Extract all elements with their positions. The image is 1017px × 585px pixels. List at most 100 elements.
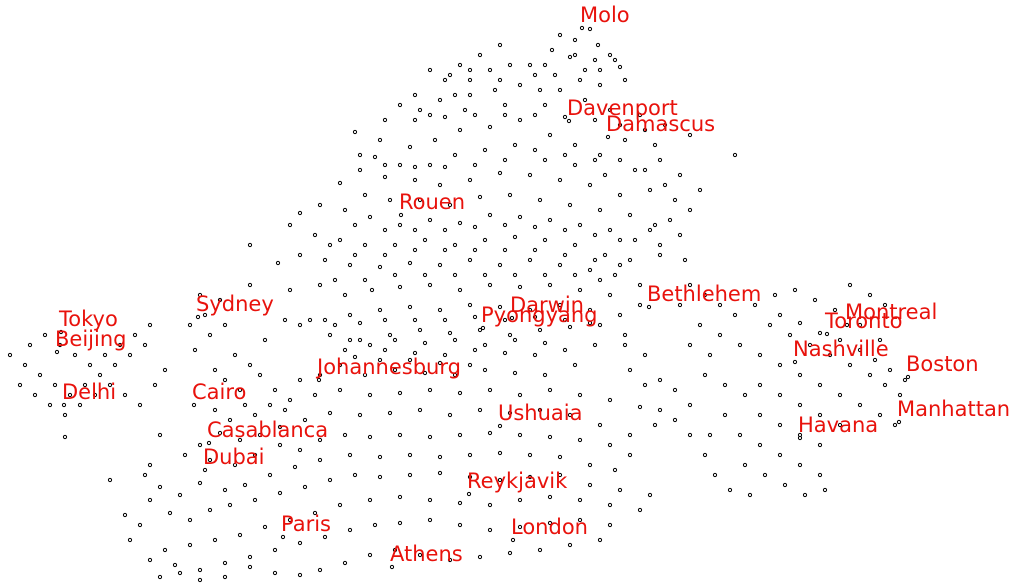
scatter-point: [407, 144, 413, 150]
scatter-point: [467, 302, 473, 308]
labeled-point: [191, 402, 197, 408]
scatter-point: [337, 362, 343, 368]
scatter-point: [477, 554, 483, 560]
scatter-point: [527, 307, 533, 313]
scatter-point: [227, 502, 233, 508]
scatter-point: [617, 487, 623, 493]
labeled-point: [792, 359, 798, 365]
scatter-point: [437, 454, 443, 460]
scatter-point: [427, 162, 433, 168]
scatter-point: [407, 357, 413, 363]
scatter-point: [187, 322, 193, 328]
scatter-point: [437, 97, 443, 103]
scatter-point: [297, 540, 303, 546]
scatter-point: [162, 547, 168, 553]
scatter-point: [242, 482, 248, 488]
scatter-point: [537, 407, 543, 413]
scatter-point: [387, 197, 393, 203]
scatter-point: [527, 172, 533, 178]
scatter-point: [607, 397, 613, 403]
scatter-point: [647, 187, 653, 193]
scatter-point: [137, 402, 143, 408]
scatter-point: [757, 352, 763, 358]
scatter-point: [407, 472, 413, 478]
scatter-point: [222, 560, 228, 566]
scatter-point: [442, 164, 448, 170]
scatter-point: [802, 492, 808, 498]
scatter-point: [587, 462, 593, 468]
scatter-point: [742, 462, 748, 468]
scatter-point: [722, 412, 728, 418]
scatter-point: [287, 517, 293, 523]
scatter-point: [347, 337, 353, 343]
scatter-point: [712, 472, 718, 478]
scatter-point: [102, 352, 108, 358]
scatter-point: [472, 314, 478, 320]
scatter-point: [397, 222, 403, 228]
scatter-point: [517, 117, 523, 123]
scatter-point: [437, 470, 443, 476]
labeled-point: [389, 564, 395, 570]
scatter-point: [107, 477, 113, 483]
scatter-point: [57, 342, 63, 348]
scatter-point: [587, 482, 593, 488]
scatter-point: [637, 112, 643, 118]
scatter-point: [542, 237, 548, 243]
scatter-point: [502, 350, 508, 356]
labeled-point: [797, 435, 803, 441]
scatter-point: [327, 332, 333, 338]
scatter-point: [152, 382, 158, 388]
scatter-point: [557, 472, 563, 478]
scatter-point: [422, 272, 428, 278]
scatter-point: [882, 382, 888, 388]
scatter-point: [437, 360, 443, 366]
scatter-point: [612, 272, 618, 278]
scatter-point: [632, 237, 638, 243]
scatter-point: [417, 327, 423, 333]
scatter-point: [447, 202, 453, 208]
city-label: Paris: [281, 512, 331, 536]
scatter-point: [427, 497, 433, 503]
scatter-point: [32, 392, 38, 398]
city-label: Dubai: [203, 445, 265, 469]
labeled-point: [566, 118, 572, 124]
scatter-point: [352, 472, 358, 478]
scatter-point: [275, 260, 281, 266]
city-label: Darwin: [510, 293, 584, 317]
scatter-point: [397, 284, 403, 290]
labeled-point: [61, 402, 67, 408]
scatter-point: [62, 412, 68, 418]
scatter-point: [467, 177, 473, 183]
scatter-point: [87, 362, 93, 368]
scatter-point: [17, 382, 23, 388]
scatter-point: [187, 517, 193, 523]
scatter-point: [777, 312, 783, 318]
scatter-point: [297, 447, 303, 453]
scatter-point: [592, 342, 598, 348]
scatter-point: [202, 312, 208, 318]
scatter-point: [287, 397, 293, 403]
scatter-point: [442, 227, 448, 233]
scatter-point: [172, 562, 178, 568]
scatter-point: [732, 312, 738, 318]
scatter-point: [42, 332, 48, 338]
scatter-point: [662, 182, 668, 188]
scatter-point: [567, 54, 573, 60]
scatter-point: [442, 114, 448, 120]
scatter-point: [382, 252, 388, 258]
scatter-point: [662, 122, 668, 128]
scatter-point: [572, 37, 578, 43]
scatter-point: [177, 492, 183, 498]
scatter-point: [672, 387, 678, 393]
scatter-point: [342, 347, 348, 353]
scatter-point: [342, 560, 348, 566]
scatter-point: [867, 292, 873, 298]
scatter-point: [837, 337, 843, 343]
scatter-point: [312, 510, 318, 516]
scatter-point: [687, 432, 693, 438]
scatter-point: [797, 462, 803, 468]
scatter-point: [182, 452, 188, 458]
labeled-point: [466, 491, 472, 497]
